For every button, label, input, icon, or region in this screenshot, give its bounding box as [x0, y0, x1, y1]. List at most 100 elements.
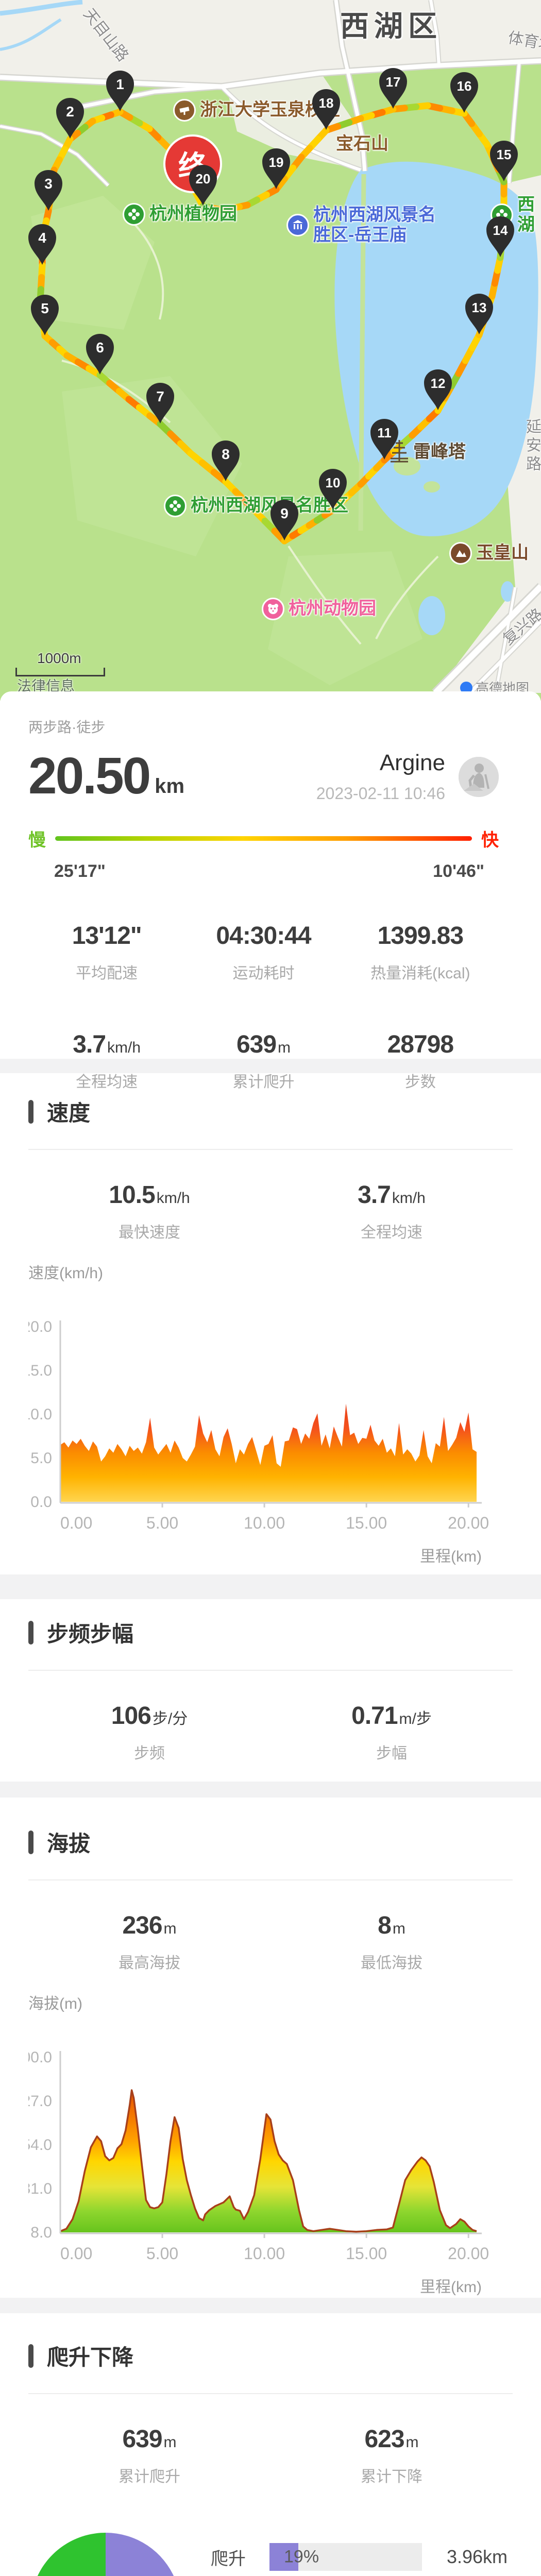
stat-item: 106 步/分 步频	[111, 1702, 188, 1762]
route-marker-7: 7	[145, 382, 175, 424]
route-marker-10: 10	[318, 468, 348, 510]
summary-stats-grid: 13'12" 平均配速 04:30:44 运动耗时 1399.83 热量消耗(kcal) 3…	[28, 922, 499, 1092]
altitude-chart: 海拔(m) 300.0 227.0 154.0 81.0 8.0 0.00 5.00 10.00…	[13, 1990, 513, 2302]
altitude-chart-svg: 海拔(m) 300.0 227.0 154.0 81.0 8.0 0.00 5.00 10.00…	[13, 1995, 489, 2296]
svg-text:7: 7	[156, 388, 164, 404]
svg-text:6: 6	[96, 340, 104, 355]
svg-text:154.0: 154.0	[28, 2137, 52, 2154]
summary-card: 两步路·徒步 20.50 km Argine 2023-02-11 10:46	[0, 691, 541, 1091]
svg-text:12: 12	[431, 376, 446, 391]
section-cadence-title: 步频步幅	[47, 1622, 134, 1646]
svg-text:15.0: 15.0	[28, 1362, 52, 1379]
map-poi: 杭州西湖风景名 胜区-岳王庙	[286, 205, 436, 245]
svg-text:11: 11	[377, 425, 392, 440]
route-marker-19: 19	[261, 147, 291, 190]
svg-text:3: 3	[44, 176, 53, 192]
road-label: 延安路	[523, 418, 540, 474]
svg-text:10.0: 10.0	[28, 1406, 52, 1423]
hiker-avatar-icon	[459, 756, 499, 797]
svg-text:14: 14	[493, 223, 508, 238]
divider	[28, 2393, 513, 2394]
stat-item: 0.71 m/步 步幅	[351, 1702, 432, 1762]
speed-stats-grid: 10.5 km/h 最快速度 3.7 km/h 全程均速	[28, 1181, 513, 1242]
route-marker-20: 20	[188, 164, 218, 206]
map-scale: 1000m	[15, 650, 105, 676]
svg-text:81.0: 81.0	[28, 2180, 52, 2197]
avatar[interactable]	[459, 756, 499, 797]
section-title-bar	[28, 1620, 33, 1645]
route-marker-16: 16	[449, 71, 479, 113]
climb-donut-chart	[37, 2533, 174, 2576]
svg-text:15.00: 15.00	[346, 2244, 387, 2263]
pace-gradient-bar	[55, 836, 472, 841]
stat-item: 04:30:44 运动耗时	[216, 922, 311, 982]
section-speed-title: 速度	[47, 1101, 91, 1125]
svg-text:10.00: 10.00	[244, 2244, 285, 2263]
svg-text:5.0: 5.0	[30, 1450, 52, 1467]
svg-text:20.0: 20.0	[28, 1318, 52, 1335]
svg-text:8.0: 8.0	[30, 2224, 52, 2241]
map-poi: 玉皇山	[449, 542, 529, 565]
svg-text:18: 18	[319, 95, 334, 111]
stat-item: 623 m 累计下降	[361, 2426, 422, 2485]
map-poi: 杭州西湖风景名胜区	[164, 495, 348, 517]
svg-text:15.00: 15.00	[346, 1514, 387, 1532]
pace-slow-label: 慢	[28, 831, 46, 850]
route-marker-5: 5	[30, 294, 60, 336]
svg-text:227.0: 227.0	[28, 2093, 52, 2110]
svg-text:海拔(m): 海拔(m)	[28, 1995, 82, 2012]
section-altitude-title: 海拔	[47, 1832, 91, 1856]
route-marker-8: 8	[211, 439, 241, 482]
map-poi: 杭州动物园	[262, 598, 376, 620]
route-marker-9: 9	[269, 499, 299, 541]
legend-row: 爬升 19% 3.96km	[211, 2543, 508, 2571]
svg-text:20.00: 20.00	[448, 1514, 489, 1532]
svg-text:5.00: 5.00	[146, 1514, 178, 1532]
stat-item: 3.7 km/h 全程均速	[358, 1181, 426, 1241]
route-marker-13: 13	[464, 293, 494, 335]
section-title-bar	[28, 1099, 33, 1124]
separator	[0, 2298, 541, 2313]
route-marker-11: 11	[369, 418, 399, 460]
svg-text:1: 1	[116, 76, 124, 92]
route-marker-12: 12	[423, 368, 453, 411]
stat-item: 3.7 km/h 全程均速	[73, 1031, 141, 1091]
svg-text:5.00: 5.00	[146, 2244, 178, 2263]
pace-fast-label: 快	[481, 831, 499, 850]
route-marker-14: 14	[485, 215, 515, 258]
stat-item: 639 m 累计爬升	[232, 1031, 295, 1091]
source-label: 两步路·徒步	[28, 719, 106, 735]
divider	[28, 1879, 513, 1880]
section-title-bar	[28, 2344, 33, 2368]
separator	[0, 1059, 541, 1073]
svg-text:0.00: 0.00	[60, 2244, 92, 2263]
svg-text:5: 5	[41, 300, 49, 316]
svg-text:17: 17	[386, 74, 401, 90]
section-title-bar	[28, 1830, 33, 1854]
section-cadence: 步频步幅 106 步/分 步频 0.71 m/步 步幅	[0, 1599, 541, 1782]
legal-info-link[interactable]: 法律信息	[17, 678, 75, 694]
separator	[0, 1574, 541, 1599]
distance-unit: km	[155, 775, 185, 798]
route-marker-3: 3	[33, 169, 63, 211]
stat-item: 10.5 km/h 最快速度	[109, 1181, 190, 1241]
map-poi: 杭州植物园	[123, 203, 237, 226]
map-scale-bar	[15, 668, 105, 676]
route-marker-15: 15	[489, 140, 519, 182]
fastest-pace: 10'46"	[433, 861, 484, 881]
map-district-label: 西湖区	[340, 10, 442, 42]
pace-slider: 慢 快	[28, 826, 499, 851]
stat-item: 28798 步数	[387, 1031, 454, 1091]
map-canvas[interactable]: 西湖区 天目山路 体育场路 延安路 复兴路 浙江大学玉泉校区 宝石山 杭州植物园 杭州西湖风…	[0, 0, 541, 701]
stat-item: 639 m 累计爬升	[119, 2426, 180, 2485]
stat-item: 236 m 最高海拔	[119, 1912, 180, 1972]
map-poi: 宝石山	[336, 134, 388, 154]
activity-datetime: 2023-02-11 10:46	[316, 784, 445, 803]
slowest-pace: 25'17"	[54, 861, 106, 881]
divider	[28, 1670, 513, 1671]
divider	[28, 1149, 513, 1150]
speed-chart: 速度(km/h) 20.0 15.0 10.0 5.0 0.0 0.00 5.00 10.00 1…	[22, 1260, 513, 1571]
svg-text:0.0: 0.0	[30, 1494, 52, 1511]
